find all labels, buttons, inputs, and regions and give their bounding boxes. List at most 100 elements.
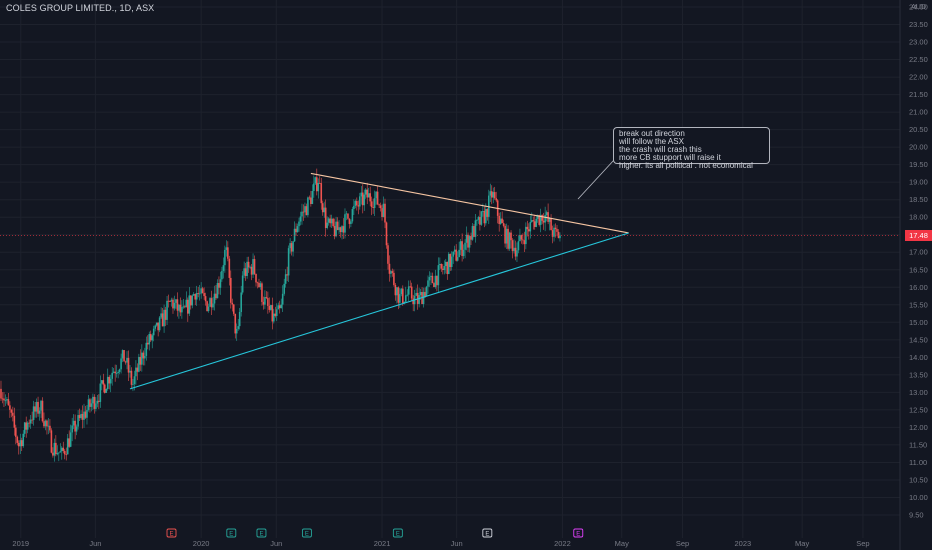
- annotation-note[interactable]: break out direction will follow the ASX …: [613, 127, 770, 170]
- candle-body: [250, 266, 253, 275]
- candle-body: [474, 220, 477, 237]
- candle-body: [489, 191, 492, 196]
- lower-trendline[interactable]: [129, 232, 629, 390]
- candle-body: [37, 401, 39, 414]
- earnings-marker-label: E: [169, 532, 173, 538]
- candle-body: [528, 229, 530, 232]
- earnings-marker-label: E: [259, 532, 263, 538]
- candle-body: [539, 214, 542, 225]
- candle-body: [6, 399, 8, 401]
- candle-body: [109, 378, 112, 384]
- candle-body: [224, 249, 226, 266]
- candle-body: [378, 204, 380, 206]
- candle-body: [71, 425, 73, 433]
- candle-body: [551, 230, 554, 237]
- y-tick-label: 16.50: [909, 265, 928, 274]
- candle-body: [182, 306, 185, 308]
- candle-body: [63, 450, 66, 455]
- candle-body: [353, 205, 355, 210]
- candle-body: [486, 209, 489, 217]
- candle-body: [299, 216, 302, 222]
- candle-body: [139, 356, 142, 365]
- earnings-marker-label: E: [229, 532, 233, 538]
- candle-body: [3, 398, 5, 401]
- y-tick-label: 11.00: [909, 458, 927, 467]
- y-tick-label: 22.00: [909, 73, 928, 82]
- candle-body: [387, 245, 389, 264]
- candle-body: [335, 221, 337, 237]
- callout-pointer: [577, 159, 623, 200]
- y-tick-label: 15.50: [909, 300, 928, 309]
- candle-body: [46, 420, 48, 427]
- candle-body: [114, 371, 116, 374]
- candle-body: [359, 196, 361, 207]
- candle-body: [83, 411, 85, 420]
- x-tick-label: 2021: [374, 539, 391, 548]
- earnings-marker[interactable]: [301, 528, 312, 538]
- earnings-marker[interactable]: [392, 528, 403, 538]
- candle-body: [304, 206, 306, 213]
- candle-body: [212, 303, 214, 308]
- trendlines[interactable]: [129, 172, 629, 390]
- candle-body: [216, 283, 219, 299]
- candle-body: [218, 283, 220, 288]
- candle-body: [108, 376, 111, 384]
- candle-body: [120, 358, 122, 370]
- candle-body: [293, 228, 296, 242]
- candle-body: [320, 183, 323, 204]
- candle-body: [384, 203, 386, 223]
- candle-body: [456, 257, 459, 261]
- candle-body: [523, 240, 526, 245]
- candle-body: [9, 405, 11, 410]
- candle-body: [393, 272, 395, 285]
- candle-body: [98, 400, 100, 402]
- y-tick-label: 23.50: [909, 20, 928, 29]
- candle-body: [136, 367, 139, 372]
- price-axis[interactable]: 9.50 10.00 10.50 11.00 11.50 12.00 12.50 13.00 1…: [899, 0, 928, 550]
- candle-body: [213, 293, 216, 304]
- candle-body: [95, 403, 97, 409]
- candle-body: [264, 297, 266, 305]
- candle-body: [149, 334, 152, 341]
- earnings-marker[interactable]: [482, 528, 493, 538]
- candle-body: [485, 209, 487, 224]
- candle-body: [507, 228, 509, 249]
- symbol-title[interactable]: COLES GROUP LIMITED., 1D, ASX: [6, 3, 155, 13]
- candle-body: [215, 293, 217, 299]
- candle-body: [415, 292, 417, 296]
- candle-body: [115, 373, 118, 374]
- candle-body: [502, 223, 505, 226]
- candle-body: [459, 241, 462, 250]
- earnings-marker[interactable]: [573, 528, 584, 538]
- candle-body: [228, 258, 231, 278]
- candle-body: [47, 425, 50, 427]
- upper-trendline[interactable]: [310, 172, 629, 234]
- y-tick-label: 12.00: [909, 423, 928, 432]
- candle-body: [447, 253, 450, 275]
- candle-body: [262, 301, 265, 305]
- candle-body: [19, 440, 22, 447]
- candle-body: [101, 380, 103, 384]
- candle-body: [538, 215, 541, 225]
- candle-body: [360, 192, 363, 197]
- candle-body: [470, 236, 472, 240]
- candle-body: [55, 442, 57, 455]
- candle-body: [468, 236, 471, 248]
- candle-body: [357, 205, 360, 207]
- candle-body: [40, 400, 42, 411]
- candle-body: [243, 268, 245, 276]
- candle-body: [151, 335, 154, 341]
- candle-body: [219, 279, 222, 288]
- x-tick-label: May: [795, 539, 809, 548]
- earnings-marker[interactable]: [256, 528, 267, 538]
- earnings-marker[interactable]: [166, 528, 177, 538]
- candle-body: [274, 313, 277, 316]
- candle-body: [175, 299, 177, 303]
- candle-body: [550, 218, 552, 231]
- candle-body: [49, 425, 51, 431]
- time-axis[interactable]: 2019 Jun 2020 Jun 2021 Jun 2022 May Sep 2023 May Se…: [12, 539, 869, 548]
- candle-body: [544, 214, 546, 223]
- earnings-marker[interactable]: [226, 528, 237, 538]
- candle-body: [38, 410, 41, 414]
